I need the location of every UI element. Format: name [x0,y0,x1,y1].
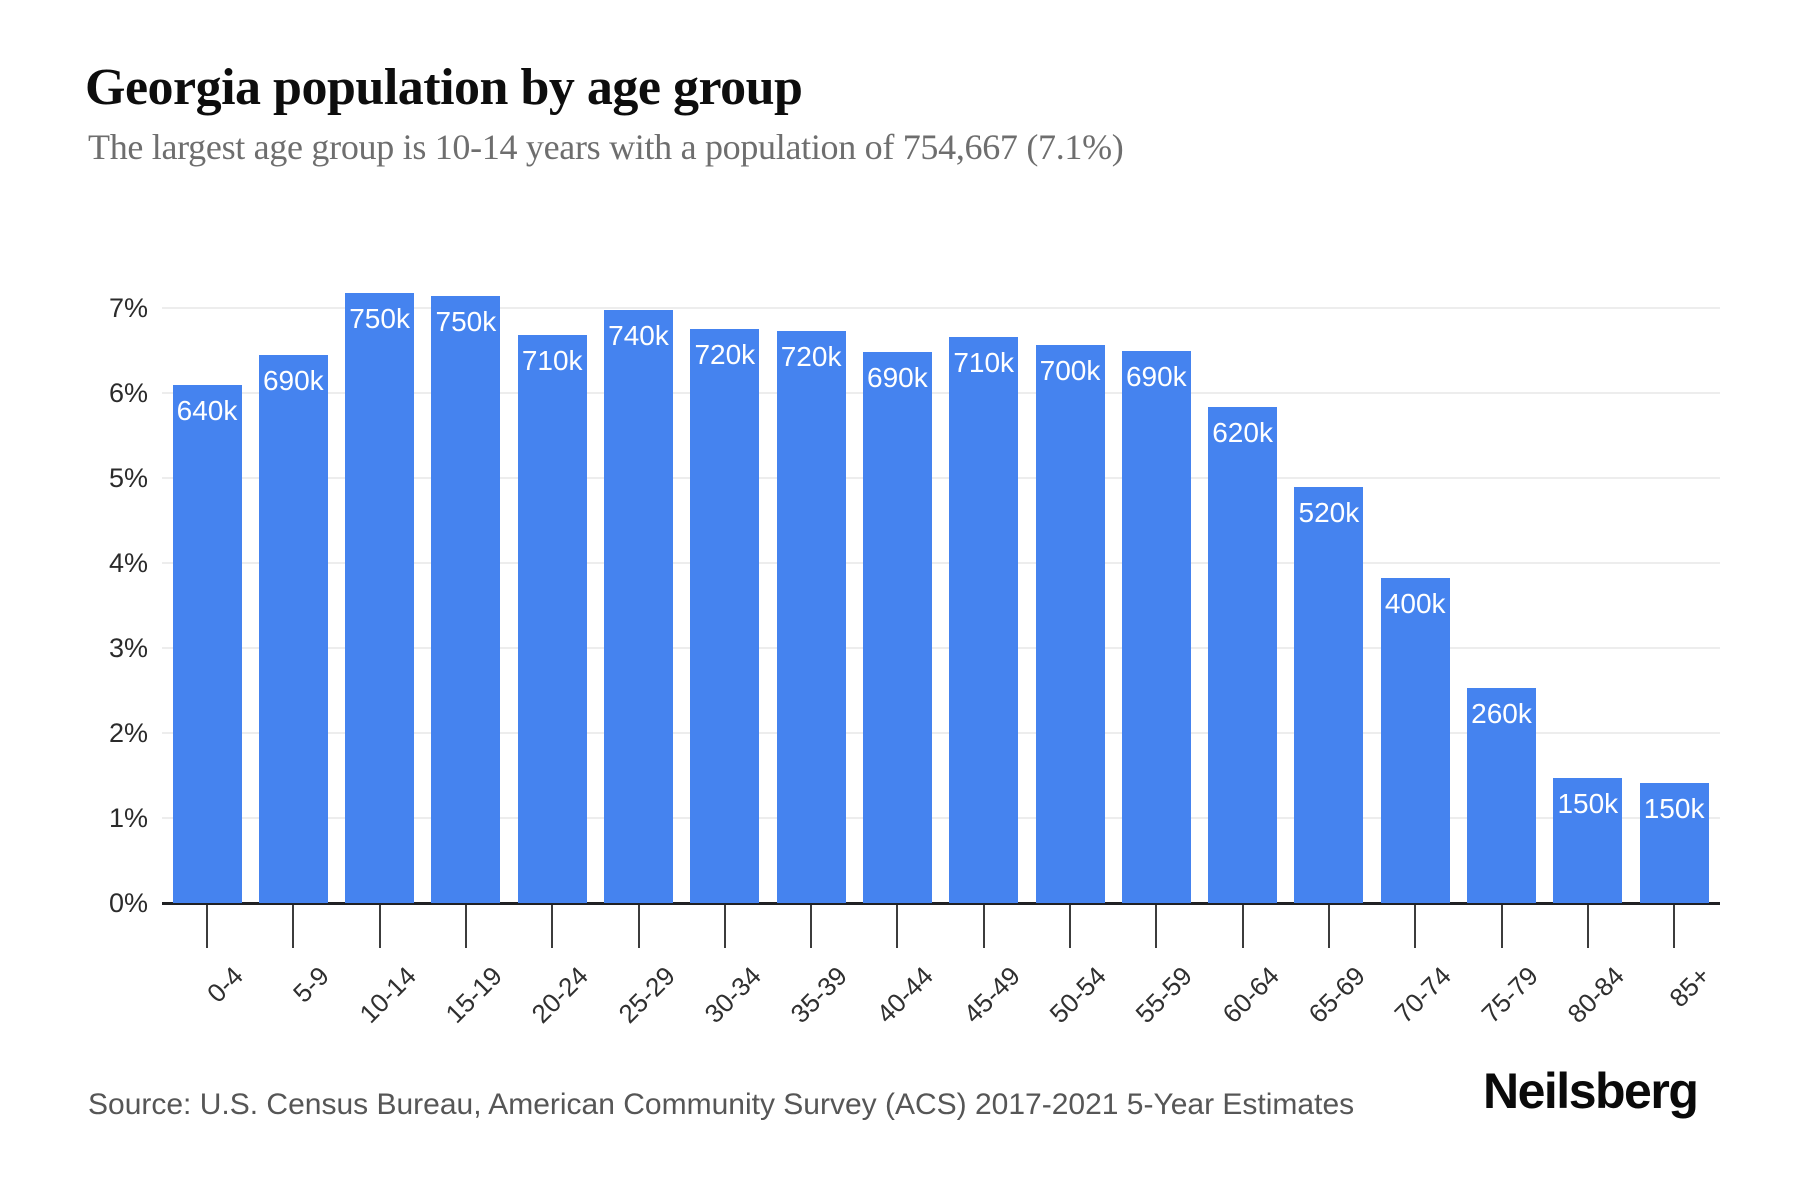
bar-value-label: 260k [1471,697,1532,729]
y-axis-label: 6% [108,378,148,408]
bar-value-label: 620k [1212,416,1273,448]
x-axis-tick [292,905,295,948]
bar-value-label: 710k [953,346,1015,378]
x-axis-tick [378,905,381,948]
y-axis-label: 4% [108,548,148,578]
bar-65-69[interactable]: 520k [1294,487,1364,903]
x-axis-tick [551,905,554,948]
gridline-2% [162,732,1720,734]
bar-25-29[interactable]: 740k [604,309,673,903]
bar-value-label: 400k [1384,588,1446,620]
x-axis-tick [637,905,640,948]
y-axis-label: 5% [108,463,148,493]
bar-value-label: 640k [176,394,238,426]
bar-value-label: 690k [262,364,324,396]
x-axis-tick [1500,905,1503,948]
bar-30-34[interactable]: 720k [690,329,760,903]
gridline-4% [162,562,1720,564]
x-axis-tick [982,905,985,948]
x-axis-tick [1241,905,1244,948]
page-subtitle: The largest age group is 10-14 years wit… [88,127,1124,167]
bar-75-79[interactable]: 260k [1467,687,1536,903]
page-title: Georgia population by age group [85,59,803,116]
x-axis-tick [464,905,467,948]
bar-value-label: 740k [608,319,669,351]
bar-55-59[interactable]: 690k [1121,351,1191,903]
bar-value-label: 720k [694,339,756,371]
bar-value-label: 520k [1298,497,1360,529]
y-axis-label: 1% [108,803,148,833]
bar-35-39[interactable]: 720k [776,330,846,903]
y-axis-label: 0% [108,888,148,918]
x-axis-tick [896,905,899,948]
bar-40-44[interactable]: 690k [862,352,932,903]
bar-value-label: 150k [1643,793,1705,825]
brand-logo[interactable]: Neilsberg [1483,1063,1699,1119]
gridline-3% [162,647,1720,649]
bar-value-label: 750k [349,302,410,334]
bar-60-64[interactable]: 620k [1208,406,1278,903]
gridline-6% [162,392,1720,394]
bar-10-14[interactable]: 750k [345,292,415,903]
gridline-1% [162,817,1720,819]
bar-45-49[interactable]: 710k [949,336,1019,903]
bar-0-4[interactable]: 640k [172,384,242,903]
y-axis-label: 2% [108,718,148,748]
x-axis-tick [723,905,726,948]
bar-80-84[interactable]: 150k [1553,778,1623,903]
x-axis-tick [1586,905,1589,948]
x-axis-tick [1414,905,1417,948]
bar-5-9[interactable]: 690k [258,354,328,903]
x-axis-tick [810,905,813,948]
bar-value-label: 750k [435,306,497,338]
bar-value-label: 690k [1125,361,1187,393]
y-axis-label: 3% [108,633,148,663]
bar-value-label: 700k [1039,355,1101,387]
x-axis-tick [1155,905,1158,948]
bar-chart-plot-area: 0% 1% 2% 3% 4% 5% 6% 7% 640k 0-4 690k 5-9 750k 10-14 7… [109,280,1720,1029]
x-axis-tick [1673,905,1676,948]
bar-50-54[interactable]: 700k [1035,345,1105,903]
gridline-5% [162,477,1720,479]
bar-value-label: 150k [1557,788,1619,820]
bar-value-label: 710k [521,345,583,377]
gridline-7% [162,307,1720,309]
bar-value-label: 720k [780,340,842,372]
bar-20-24[interactable]: 710k [517,335,587,903]
x-axis-tick [1069,905,1071,948]
source-note: Source: U.S. Census Bureau, American Com… [88,1088,1355,1121]
bar-70-74[interactable]: 400k [1380,578,1450,903]
bar-15-19[interactable]: 750k [431,296,501,903]
bar-85+[interactable]: 150k [1639,783,1709,903]
x-axis-tick [1327,905,1330,948]
x-axis-line [162,902,1720,905]
x-axis-tick [206,905,208,948]
y-axis-label: 7% [108,293,148,323]
bar-value-label: 690k [867,362,928,394]
